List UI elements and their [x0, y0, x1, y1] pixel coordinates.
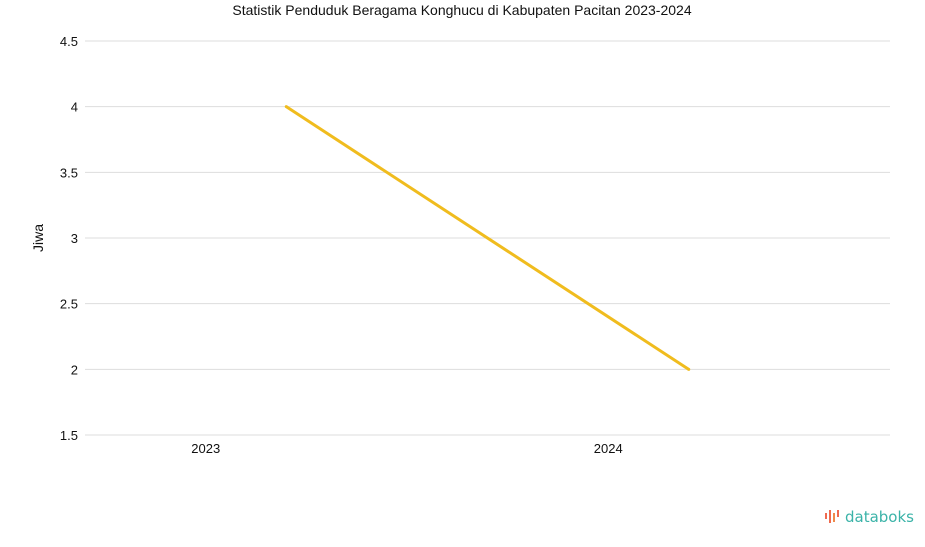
y-tick-label: 3	[71, 231, 78, 246]
y-tick-label: 4	[71, 100, 78, 115]
x-tick-label: 2023	[191, 441, 220, 456]
series-line	[285, 105, 690, 371]
databoks-logo: databoks	[824, 508, 914, 526]
y-axis-label: Jiwa	[30, 224, 46, 252]
y-tick-label: 1.5	[60, 428, 78, 443]
databoks-logo-text: databoks	[845, 508, 914, 526]
y-tick-label: 3.5	[60, 165, 78, 180]
databoks-logo-icon	[825, 510, 839, 523]
data-point[interactable]	[284, 105, 288, 109]
chart-title: Statistik Penduduk Beragama Konghucu di …	[232, 2, 691, 18]
y-tick-label: 2.5	[60, 297, 78, 312]
x-tick-label: 2024	[594, 441, 623, 456]
y-tick-label: 2	[71, 362, 78, 377]
data-point[interactable]	[687, 367, 691, 371]
y-tick-label: 4.5	[60, 34, 78, 49]
